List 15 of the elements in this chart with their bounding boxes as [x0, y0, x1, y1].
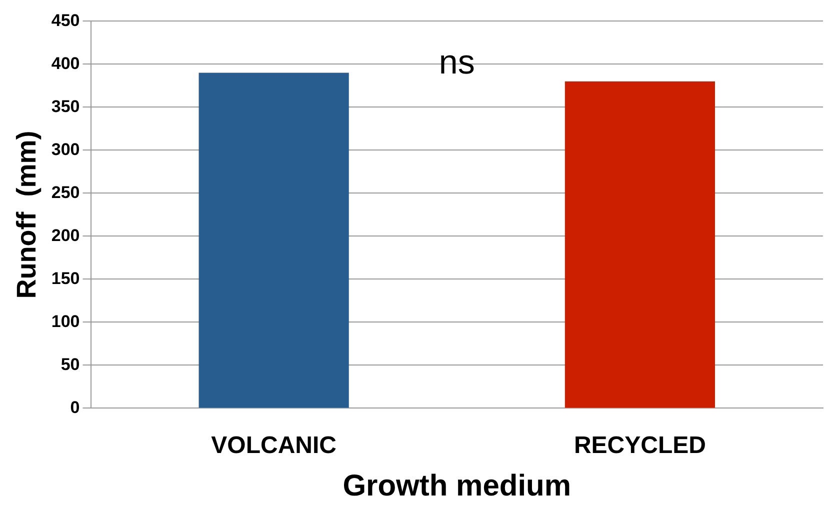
y-tick-label: 150	[51, 268, 80, 288]
y-tick-label: 400	[51, 54, 80, 73]
annotation: ns	[438, 44, 475, 82]
y-tick-label: 300	[51, 140, 80, 159]
y-tick-label: 450	[51, 10, 80, 30]
x-axis-title: Growth medium	[342, 469, 572, 502]
y-tick-label: 200	[51, 226, 80, 245]
y-tick-label: 250	[51, 182, 80, 202]
x-tick-label: RECYCLED	[574, 432, 706, 460]
y-tick-label: 100	[51, 312, 80, 331]
y-tick-label: 0	[70, 398, 80, 417]
y-tick-label: 50	[60, 354, 80, 374]
x-tick-label: VOLCANIC	[211, 432, 336, 460]
y-tick-label: 350	[51, 96, 80, 116]
y-axis-title: Runoff (mm)	[12, 130, 42, 299]
